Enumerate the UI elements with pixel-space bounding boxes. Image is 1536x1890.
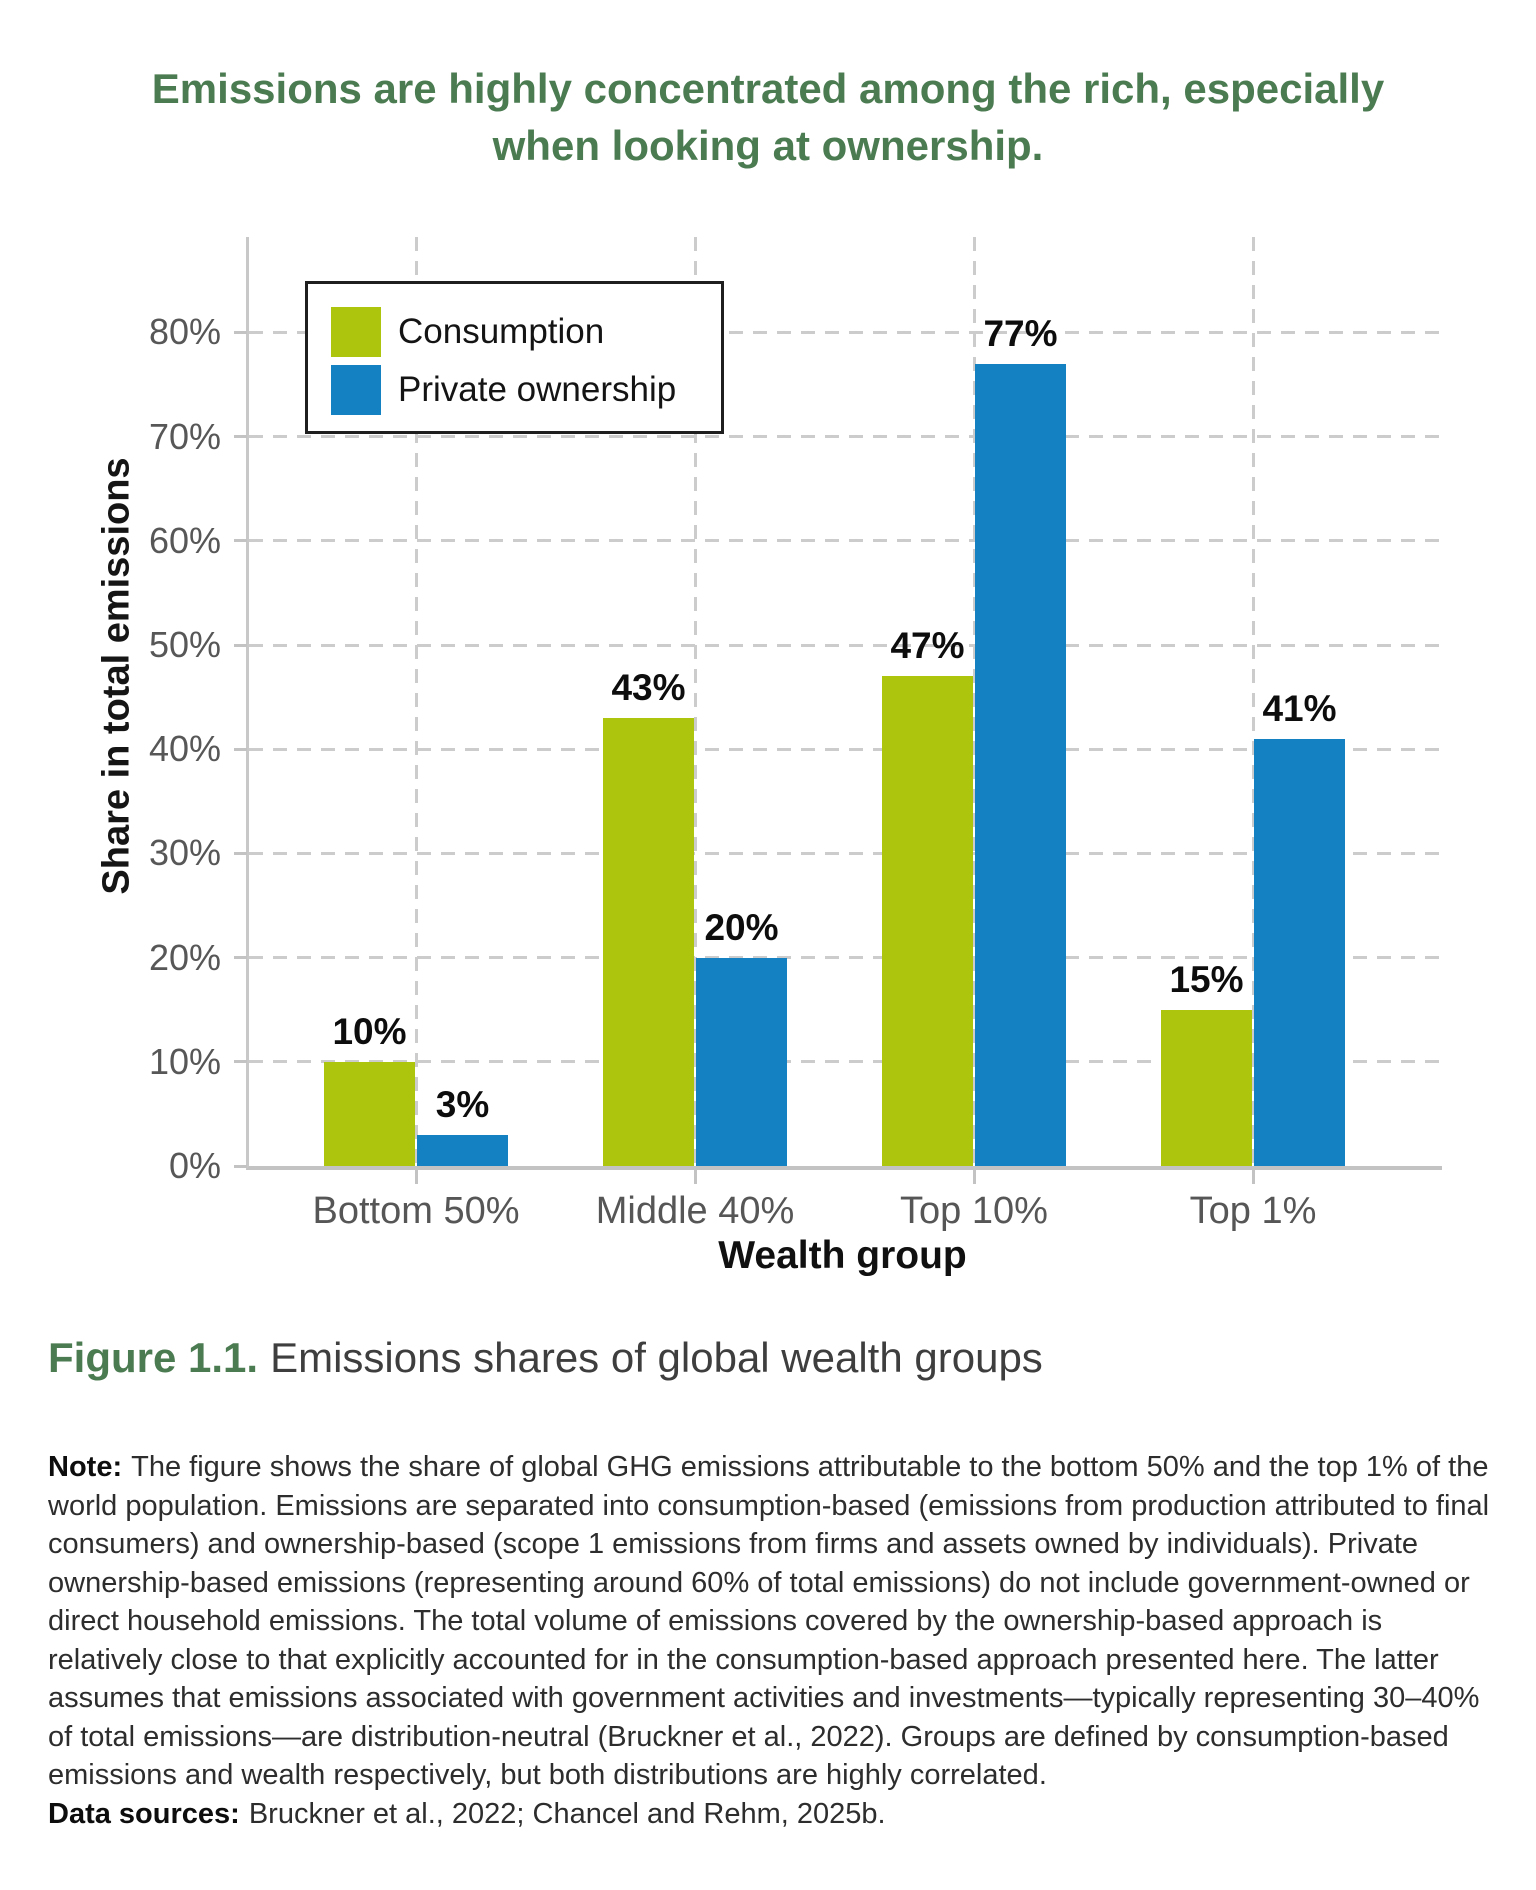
bar-value-label: 47% (890, 625, 965, 667)
gridline-vertical (693, 237, 697, 1166)
bar-value-label: 10% (332, 1010, 407, 1052)
gridline-horizontal (249, 851, 1442, 855)
y-tick-mark (234, 747, 247, 751)
note-paragraph: Note: The figure shows the share of globa… (48, 1448, 1502, 1795)
gridline-horizontal (249, 539, 1442, 543)
sources-paragraph: Data sources: Bruckner et al., 2022; Chan… (48, 1795, 1502, 1834)
y-tick-mark (234, 539, 247, 543)
x-tick-label: Top 10% (900, 1190, 1048, 1232)
y-tick-mark (234, 1164, 247, 1168)
y-tick-label: 70% (148, 415, 221, 457)
gridline-horizontal (249, 747, 1442, 751)
bar-private-ownership (696, 957, 787, 1166)
y-tick-label: 60% (148, 519, 221, 561)
y-tick-mark (234, 643, 247, 647)
x-tick-mark (972, 1170, 976, 1184)
figure-number: Figure 1.1. (48, 1334, 259, 1381)
legend-label: Consumption (398, 311, 605, 351)
y-tick-mark (234, 851, 247, 855)
x-tick-label: Bottom 50% (312, 1190, 520, 1232)
bar-consumption (324, 1061, 415, 1166)
x-tick-mark (693, 1170, 697, 1184)
bar-value-label: 41% (1262, 687, 1337, 729)
y-tick-label: 80% (148, 311, 221, 353)
figure-caption-text: Emissions shares of global wealth groups (270, 1334, 1043, 1381)
gridline-vertical (1251, 237, 1255, 1166)
y-tick-mark (234, 956, 247, 960)
gridline-horizontal (249, 643, 1442, 647)
note-text: The figure shows the share of global GHG… (48, 1451, 1490, 1791)
note-label: Note: (48, 1451, 123, 1483)
gridline-horizontal (249, 1060, 1442, 1064)
y-tick-label: 40% (148, 728, 221, 770)
gridline-vertical (414, 237, 418, 1166)
bar-private-ownership (975, 363, 1066, 1166)
gridline-vertical (972, 237, 976, 1166)
y-tick-mark (234, 330, 247, 334)
y-tick-label: 30% (148, 832, 221, 874)
bar-private-ownership (1254, 738, 1345, 1166)
y-tick-mark (234, 435, 247, 439)
legend-swatch-private-ownership (331, 364, 381, 415)
bar-value-label: 20% (704, 906, 779, 948)
legend-item: Consumption (331, 306, 721, 357)
bar-consumption (603, 717, 694, 1166)
y-tick-mark (234, 1060, 247, 1064)
gridline-horizontal (249, 435, 1442, 439)
x-axis-title: Wealth group (718, 1234, 967, 1277)
figure-caption: Figure 1.1. Emissions shares of global we… (48, 1334, 1043, 1382)
figure-note: Note: The figure shows the share of globa… (48, 1448, 1502, 1833)
legend-label: Private ownership (398, 369, 677, 409)
legend: Consumption Private ownership (305, 281, 724, 434)
chart-title: Emissions are highly concentrated among … (151, 65, 1385, 169)
gridline-horizontal (249, 956, 1442, 960)
bar-consumption (1161, 1009, 1252, 1166)
x-tick-label: Top 1% (1189, 1190, 1317, 1232)
bar-value-label: 3% (435, 1083, 490, 1125)
y-tick-label: 10% (148, 1040, 221, 1082)
bar-value-label: 43% (611, 666, 686, 708)
bar-value-label: 15% (1169, 958, 1244, 1000)
bar-private-ownership (417, 1134, 508, 1166)
data-sources-label: Data sources: (48, 1797, 240, 1830)
data-sources-text: Bruckner et al., 2022; Chancel and Rehm,… (248, 1797, 886, 1830)
bar-consumption (882, 676, 973, 1166)
x-tick-mark (414, 1170, 418, 1184)
bar-value-label: 77% (983, 312, 1058, 354)
x-tick-mark (1251, 1170, 1255, 1184)
y-tick-label: 20% (148, 936, 221, 978)
y-tick-label: 50% (148, 624, 221, 665)
x-tick-label: Middle 40% (595, 1190, 795, 1232)
legend-swatch-consumption (331, 306, 381, 357)
y-tick-label: 0% (168, 1145, 221, 1186)
legend-item: Private ownership (331, 364, 721, 415)
plot-area: 0% 10% 20% 30% 40% 50% 60% 70% 80% Bottom 50% Midd… (149, 237, 1442, 1232)
gridline-horizontal (249, 330, 1442, 334)
